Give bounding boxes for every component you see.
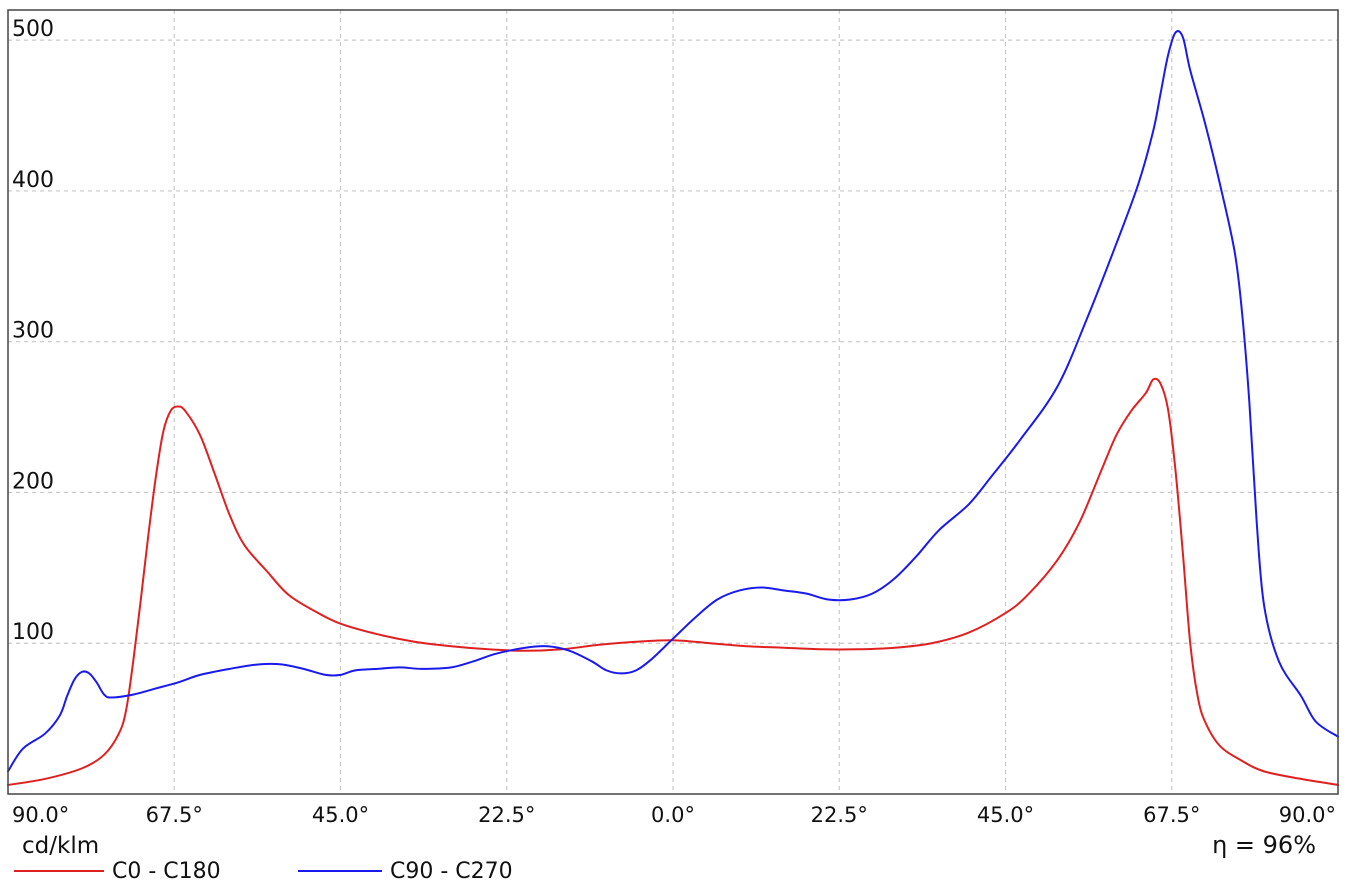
x-tick-label: 90.0°: [1279, 803, 1336, 827]
efficiency-annotation: η = 96%: [1212, 831, 1316, 859]
y-tick-label: 300: [12, 319, 54, 344]
series-line-c90-c270: [7, 30, 1339, 773]
y-tick-label: 500: [12, 17, 54, 42]
y-tick-label: 200: [12, 469, 54, 494]
y-tick-label: 400: [12, 168, 54, 193]
legend-label: C90 - C270: [390, 859, 513, 884]
series-line-c0-c180: [7, 377, 1339, 786]
x-tick-label: 22.5°: [811, 803, 868, 827]
x-tick-label: 90.0°: [12, 803, 69, 827]
plot-frame: [7, 9, 1339, 795]
legend: C0 - C180 C90 - C270: [14, 859, 513, 884]
series-lines: [7, 30, 1339, 786]
x-tick-label: 22.5°: [478, 803, 535, 827]
x-tick-label: 45.0°: [977, 803, 1034, 827]
x-tick-label: 67.5°: [146, 803, 203, 827]
grid-lines: [8, 10, 1338, 794]
x-tick-label: 45.0°: [312, 803, 369, 827]
y-tick-label: 100: [12, 620, 54, 645]
y-axis-label: cd/klm: [22, 833, 99, 859]
legend-label: C0 - C180: [112, 859, 221, 884]
y-tick-labels: 100 200 300 400 500: [12, 17, 54, 645]
x-tick-label: 0.0°: [651, 803, 695, 827]
x-tick-label: 67.5°: [1143, 803, 1200, 827]
x-tick-labels: 90.0° 67.5° 45.0° 22.5° 0.0° 22.5° 45.0° 67.5° 9…: [12, 803, 1336, 827]
